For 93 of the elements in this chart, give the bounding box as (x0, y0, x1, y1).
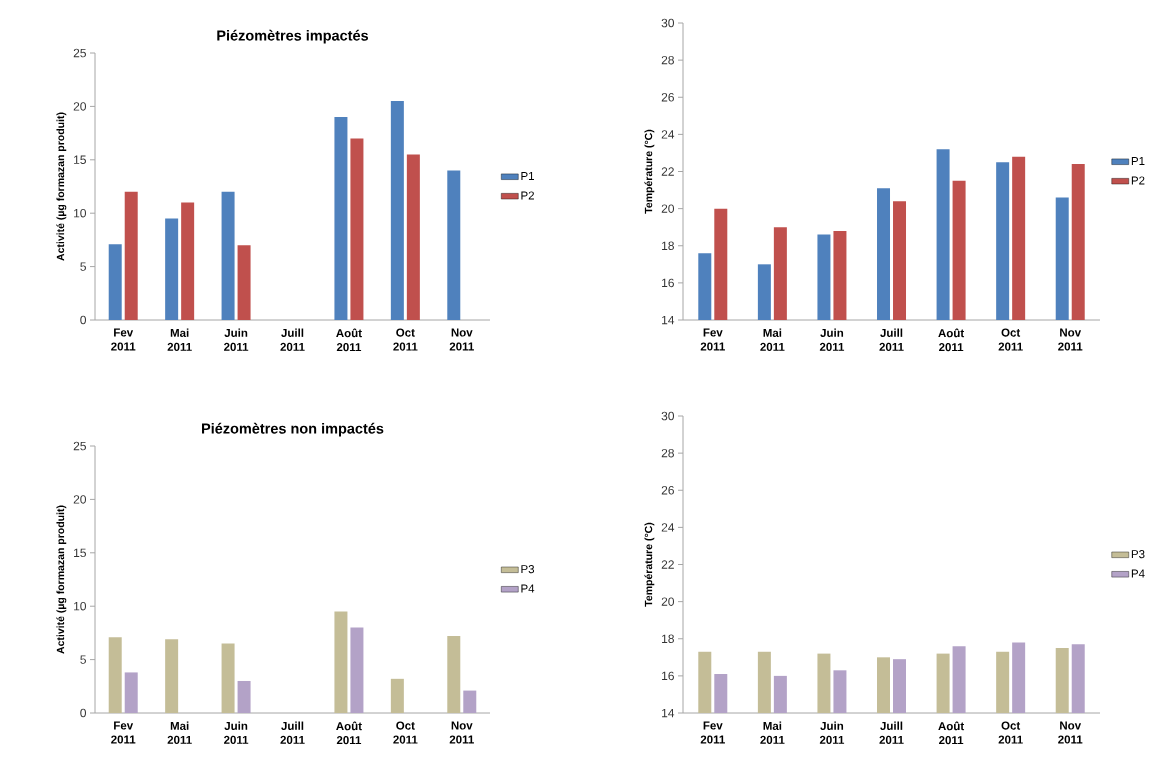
x-tick-label: Août 2011 (336, 721, 362, 745)
y-tick-label: 25 (73, 441, 86, 451)
bar (124, 672, 138, 714)
y-tick-label: 20 (661, 204, 675, 213)
y-tick-label: 16 (662, 671, 674, 681)
y-axis-title: Activité (µg formazan produit) (56, 112, 67, 261)
y-axis-title: Activité (µg formazan produit) (56, 505, 67, 654)
y-tick-label: 14 (662, 708, 675, 718)
legend-label: P4 (521, 584, 535, 593)
x-tick-label: Fev 2011 (700, 328, 725, 351)
x-tick-label: Août 2011 (938, 328, 965, 352)
x-tick-label: Mai 2011 (760, 328, 785, 351)
y-tick-label: 22 (661, 560, 674, 569)
chart-title: Piézomètres impactés (217, 29, 369, 44)
y-tick-label: 15 (74, 155, 86, 164)
x-tick-label: Oct 2011 (998, 721, 1023, 744)
legend-label: P1 (1131, 157, 1145, 165)
y-tick-label: 20 (73, 102, 87, 111)
legend-label: P3 (521, 565, 535, 574)
bar (334, 117, 348, 320)
bar (181, 202, 195, 320)
bar (221, 643, 235, 714)
x-tick-label: Juin 2011 (819, 328, 845, 351)
bar (221, 191, 235, 320)
y-tick-label: 0 (80, 315, 87, 325)
y-tick-label: 28 (661, 55, 674, 65)
y-tick-label: 16 (662, 278, 674, 288)
x-tick-label: Fev 2011 (111, 328, 136, 351)
y-tick-label: 0 (80, 708, 87, 718)
x-tick-label: Fev 2011 (111, 721, 136, 744)
bar (350, 138, 364, 320)
bar (463, 690, 477, 714)
x-tick-label: Juill 2011 (280, 721, 305, 744)
bar (406, 154, 420, 320)
bar (165, 218, 179, 320)
y-tick-label: 26 (661, 486, 674, 495)
bar (165, 639, 179, 714)
y-axis-title: Température (°C) (644, 129, 655, 214)
x-tick-label: Juin 2011 (224, 328, 249, 351)
bar (108, 637, 122, 714)
y-tick-label: 22 (661, 167, 674, 176)
x-tick-label: Mai 2011 (760, 721, 785, 744)
y-tick-label: 30 (661, 411, 675, 421)
y-tick-label: 26 (661, 93, 674, 102)
bar (447, 636, 461, 714)
bar (237, 245, 251, 320)
bar (390, 678, 404, 714)
legend-label: P2 (521, 191, 534, 200)
x-tick-label: Juin 2011 (224, 721, 249, 744)
bar (350, 627, 364, 714)
x-tick-label: Juin 2011 (819, 721, 845, 744)
x-tick-label: Nov 2011 (449, 721, 474, 744)
x-tick-label: Mai 2011 (167, 721, 192, 744)
y-tick-label: 5 (80, 655, 86, 664)
x-tick-label: Oct 2011 (393, 328, 418, 351)
x-tick-label: Juill 2011 (879, 328, 904, 351)
x-tick-label: Nov 2011 (1058, 328, 1083, 351)
y-tick-label: 10 (74, 601, 87, 611)
y-tick-label: 18 (662, 634, 674, 644)
y-tick-label: 24 (661, 523, 675, 532)
x-tick-label: Juill 2011 (879, 721, 904, 744)
x-tick-label: Fev 2011 (700, 721, 725, 744)
bar (237, 680, 251, 714)
y-tick-label: 5 (80, 262, 86, 271)
x-tick-label: Juill 2011 (280, 328, 305, 351)
bar (447, 170, 461, 320)
legend-label: P4 (1131, 569, 1145, 578)
x-tick-label: Oct 2011 (393, 721, 418, 744)
legend-label: P2 (1131, 176, 1145, 185)
x-tick-label: Mai 2011 (167, 328, 192, 351)
y-tick-label: 20 (73, 495, 87, 504)
legend-label: P1 (521, 172, 534, 180)
x-tick-label: Oct 2011 (998, 328, 1023, 351)
y-axis-title: Température (°C) (644, 522, 655, 607)
x-tick-label: Nov 2011 (1058, 721, 1083, 744)
y-tick-label: 18 (662, 241, 674, 251)
y-tick-label: 30 (661, 18, 675, 28)
y-tick-label: 25 (73, 48, 86, 58)
bar (124, 191, 138, 320)
y-tick-label: 14 (662, 315, 675, 325)
x-tick-label: Août 2011 (336, 328, 362, 352)
bar (108, 244, 122, 320)
y-tick-label: 24 (661, 130, 675, 139)
bar (334, 611, 348, 714)
x-tick-label: Août 2011 (938, 721, 965, 745)
bar (390, 101, 404, 320)
y-tick-label: 15 (74, 548, 86, 557)
chart-title: Piézomètres non impactés (202, 422, 384, 437)
x-tick-label: Nov 2011 (449, 328, 474, 351)
y-tick-label: 20 (661, 597, 675, 606)
y-tick-label: 10 (74, 208, 87, 218)
y-tick-label: 28 (661, 448, 674, 458)
legend-label: P3 (1131, 550, 1145, 559)
